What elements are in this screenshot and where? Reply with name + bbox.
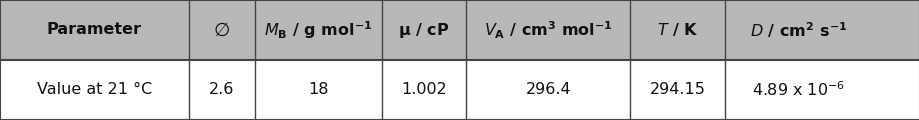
Text: 4.89 x 10$^{-6}$: 4.89 x 10$^{-6}$	[751, 81, 845, 99]
Text: $\mathbf{\mathit{V}_{A}}$ / cm$\mathbf{^{3}}$ mol$\mathbf{^{-1}}$: $\mathbf{\mathit{V}_{A}}$ / cm$\mathbf{^…	[483, 19, 612, 41]
Text: 18: 18	[308, 83, 328, 97]
Text: $\mathbf{\mathit{M}_{B}}$ $\mathbf{/}$ g mol$\mathbf{^{-1}}$: $\mathbf{\mathit{M}_{B}}$ $\mathbf{/}$ g…	[264, 19, 372, 41]
Text: $\mathbf{\mu}$ / cP: $\mathbf{\mu}$ / cP	[398, 21, 449, 39]
Text: 2.6: 2.6	[209, 83, 234, 97]
Bar	[0, 0, 919, 60]
Text: 296.4: 296.4	[525, 83, 571, 97]
Text: 294.15: 294.15	[649, 83, 705, 97]
Text: $\mathbf{\mathit{T}}$ / K: $\mathbf{\mathit{T}}$ / K	[656, 21, 698, 39]
Text: $\it{\emptyset}$: $\it{\emptyset}$	[213, 21, 230, 39]
Text: $\mathbf{\mathit{D}}$ / cm$\mathbf{^{2}}$ s$\mathbf{^{-1}}$: $\mathbf{\mathit{D}}$ / cm$\mathbf{^{2}}…	[749, 20, 846, 40]
Text: 1.002: 1.002	[401, 83, 447, 97]
Text: Parameter: Parameter	[47, 23, 142, 37]
Text: Value at 21 °C: Value at 21 °C	[37, 83, 152, 97]
Bar	[0, 60, 919, 120]
